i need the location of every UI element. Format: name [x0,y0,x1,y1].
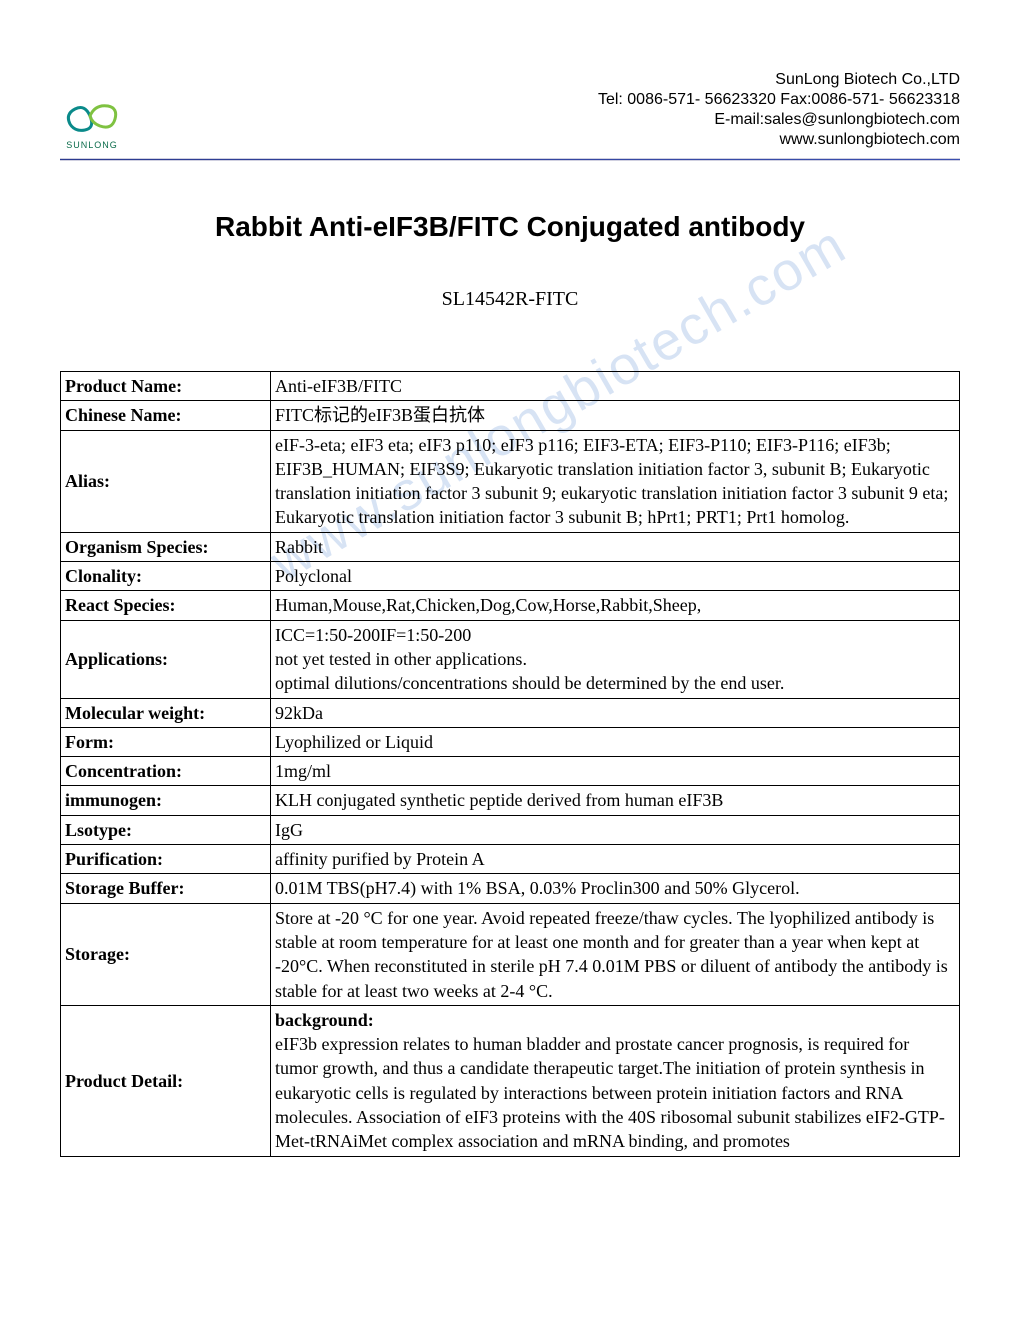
spec-value: background:eIF3b expression relates to h… [271,1005,960,1156]
header-divider [60,158,960,161]
table-row: Product Name:Anti-eIF3B/FITC [61,372,960,401]
company-email: E-mail:sales@sunlongbiotech.com [598,110,960,130]
detail-heading: background: [275,1008,955,1032]
spec-label: Applications: [61,620,271,698]
spec-label: Concentration: [61,757,271,786]
detail-body: eIF3b expression relates to human bladde… [275,1032,955,1153]
company-tel-fax: Tel: 0086-571- 56623320 Fax:0086-571- 56… [598,90,960,110]
table-row: Storage Buffer:0.01M TBS(pH7.4) with 1% … [61,874,960,903]
table-row: Clonality:Polyclonal [61,562,960,591]
spec-label: Storage: [61,903,271,1005]
spec-value: KLH conjugated synthetic peptide derived… [271,786,960,815]
spec-value: 92kDa [271,698,960,727]
spec-value: 1mg/ml [271,757,960,786]
spec-value: FITC标记的eIF3B蛋白抗体 [271,401,960,430]
spec-value: Store at -20 °C for one year. Avoid repe… [271,903,960,1005]
product-sku: SL14542R-FITC [60,288,960,311]
spec-value: Human,Mouse,Rat,Chicken,Dog,Cow,Horse,Ra… [271,591,960,620]
spec-value: Lyophilized or Liquid [271,727,960,756]
spec-label: Product Name: [61,372,271,401]
specification-table: Product Name:Anti-eIF3B/FITCChinese Name… [60,371,960,1157]
spec-value: affinity purified by Protein A [271,845,960,874]
company-website: www.sunlongbiotech.com [598,130,960,150]
table-row: Applications:ICC=1:50-200IF=1:50-200 not… [61,620,960,698]
spec-value: Polyclonal [271,562,960,591]
spec-label: Organism Species: [61,532,271,561]
table-row: Chinese Name:FITC标记的eIF3B蛋白抗体 [61,401,960,430]
spec-value: Anti-eIF3B/FITC [271,372,960,401]
spec-label: React Species: [61,591,271,620]
logo-label: SUNLONG [66,140,118,150]
document-header: SUNLONG SunLong Biotech Co.,LTD Tel: 008… [60,70,960,150]
table-row: Form:Lyophilized or Liquid [61,727,960,756]
table-row: Concentration:1mg/ml [61,757,960,786]
spec-label: Form: [61,727,271,756]
spec-label: Storage Buffer: [61,874,271,903]
table-row: Alias:eIF-3-eta; eIF3 eta; eIF3 p110; eI… [61,430,960,532]
table-row: Product Detail:background:eIF3b expressi… [61,1005,960,1156]
page-title: Rabbit Anti-eIF3B/FITC Conjugated antibo… [60,211,960,243]
spec-value: Rabbit [271,532,960,561]
spec-label: Molecular weight: [61,698,271,727]
spec-label: Chinese Name: [61,401,271,430]
table-row: Purification:affinity purified by Protei… [61,845,960,874]
spec-label: Alias: [61,430,271,532]
spec-label: Lsotype: [61,815,271,844]
spec-value: IgG [271,815,960,844]
company-name: SunLong Biotech Co.,LTD [598,70,960,90]
table-row: React Species:Human,Mouse,Rat,Chicken,Do… [61,591,960,620]
spec-value: 0.01M TBS(pH7.4) with 1% BSA, 0.03% Proc… [271,874,960,903]
spec-label: Product Detail: [61,1005,271,1156]
spec-label: immunogen: [61,786,271,815]
table-row: Molecular weight:92kDa [61,698,960,727]
table-row: Organism Species:Rabbit [61,532,960,561]
spec-value: eIF-3-eta; eIF3 eta; eIF3 p110; eIF3 p11… [271,430,960,532]
spec-label: Purification: [61,845,271,874]
company-logo: SUNLONG [60,94,124,150]
table-row: immunogen:KLH conjugated synthetic pepti… [61,786,960,815]
table-row: Storage:Store at -20 °C for one year. Av… [61,903,960,1005]
table-row: Lsotype:IgG [61,815,960,844]
sunlong-logo-icon [60,94,124,138]
spec-label: Clonality: [61,562,271,591]
spec-value: ICC=1:50-200IF=1:50-200 not yet tested i… [271,620,960,698]
company-contact-info: SunLong Biotech Co.,LTD Tel: 0086-571- 5… [598,70,960,150]
